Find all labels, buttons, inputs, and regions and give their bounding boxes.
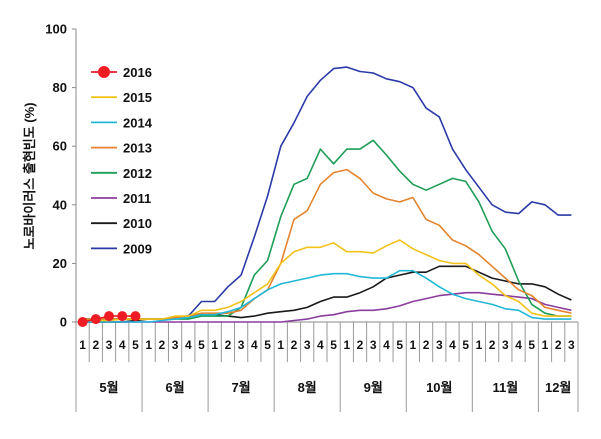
x-week-label: 3 (436, 338, 443, 352)
series-line-2015 (82, 239, 572, 322)
x-month-label: 11월 (492, 380, 518, 395)
legend-label-2013: 2013 (123, 141, 152, 156)
y-tick-label: 80 (53, 80, 67, 95)
x-month-label: 8월 (298, 380, 317, 395)
x-week-label: 1 (277, 338, 284, 352)
x-week-label: 2 (92, 338, 99, 352)
legend-label-2012: 2012 (123, 166, 152, 181)
x-week-label: 2 (423, 338, 430, 352)
x-week-label: 4 (251, 338, 258, 352)
legend-label-2014: 2014 (123, 115, 153, 130)
x-week-label: 2 (159, 338, 166, 352)
x-month-label: 7월 (232, 380, 251, 395)
series-line-2009 (82, 66, 572, 320)
x-week-label: 4 (119, 338, 126, 352)
x-week-label: 4 (515, 338, 522, 352)
y-tick-label: 20 (53, 256, 67, 271)
x-week-label: 5 (264, 338, 271, 352)
series-point-2016 (117, 311, 128, 322)
legend-label-2009: 2009 (123, 241, 152, 256)
x-week-label: 1 (145, 338, 152, 352)
x-week-label: 3 (502, 338, 509, 352)
x-month-label: 9월 (364, 380, 383, 395)
legend-marker-2016 (98, 66, 110, 78)
x-week-label: 5 (396, 338, 403, 352)
x-month-label: 5월 (99, 380, 118, 395)
legend-label-2011: 2011 (123, 191, 151, 206)
x-week-label: 5 (198, 338, 205, 352)
x-week-label: 1 (410, 338, 417, 352)
series-line-2012 (82, 139, 572, 320)
x-week-label: 4 (449, 338, 456, 352)
x-week-label: 3 (172, 338, 179, 352)
x-month-label: 10월 (426, 380, 452, 395)
series-point-2016 (130, 311, 141, 322)
series-line-2014 (82, 269, 572, 323)
x-month-label: 6월 (165, 380, 184, 395)
x-week-label: 3 (304, 338, 311, 352)
x-week-label: 4 (383, 338, 390, 352)
x-week-label: 3 (106, 338, 113, 352)
x-week-label: 3 (238, 338, 245, 352)
series-point-2016 (77, 317, 88, 327)
x-week-label: 5 (132, 338, 139, 352)
x-week-label: 2 (555, 338, 562, 352)
series-point-2016 (90, 314, 101, 325)
x-week-label: 3 (370, 338, 377, 352)
legend-label-2015: 2015 (123, 90, 152, 105)
x-week-label: 5 (462, 338, 469, 352)
y-tick-label: 60 (53, 139, 67, 154)
y-axis-label: 노로바이러스 출현빈도 (%) (22, 102, 37, 249)
x-week-label: 2 (357, 338, 364, 352)
x-week-label: 4 (317, 338, 324, 352)
x-week-label: 1 (343, 338, 350, 352)
x-week-label: 1 (476, 338, 483, 352)
legend-label-2010: 2010 (123, 216, 152, 231)
x-week-label: 2 (291, 338, 298, 352)
x-week-label: 4 (185, 338, 192, 352)
legend-label-2016: 2016 (123, 65, 152, 80)
y-tick-label: 0 (60, 315, 67, 330)
y-tick-label: 100 (45, 22, 67, 37)
x-week-label: 2 (225, 338, 232, 352)
series-line-2011 (82, 291, 572, 323)
x-week-label: 5 (528, 338, 535, 352)
x-week-label: 2 (489, 338, 496, 352)
series-point-2016 (104, 311, 115, 322)
x-week-label: 1 (79, 338, 86, 352)
x-week-label: 5 (330, 338, 337, 352)
x-week-label: 1 (211, 338, 218, 352)
x-week-label: 1 (542, 338, 549, 352)
y-tick-label: 40 (53, 197, 67, 212)
x-month-label: 12월 (545, 380, 571, 395)
x-week-label: 3 (568, 338, 575, 352)
